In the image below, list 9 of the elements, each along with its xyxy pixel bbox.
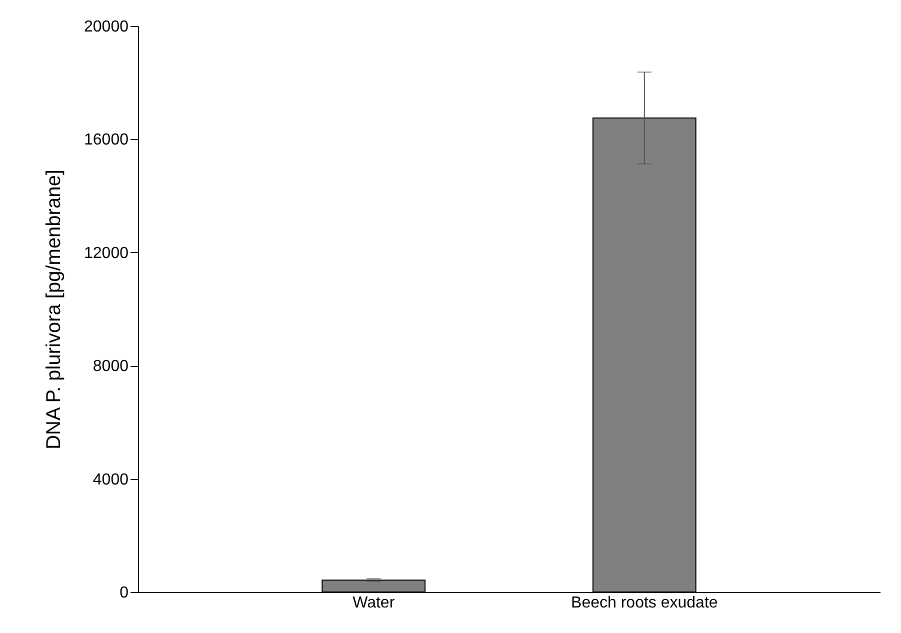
x-tick-label: Water xyxy=(352,594,396,612)
y-tick-label: 16000 xyxy=(84,132,129,149)
y-axis-title: DNA P. plurivora [pg/menbrane] xyxy=(43,170,66,450)
y-tick-label: 8000 xyxy=(92,358,129,376)
y-tick-label: 12000 xyxy=(84,244,129,262)
y-tick-label: 0 xyxy=(120,584,129,602)
y-tick-label: 20000 xyxy=(84,18,129,36)
y-tick-label: 4000 xyxy=(92,471,129,488)
x-tick-label: Beech roots exudate xyxy=(571,594,718,612)
